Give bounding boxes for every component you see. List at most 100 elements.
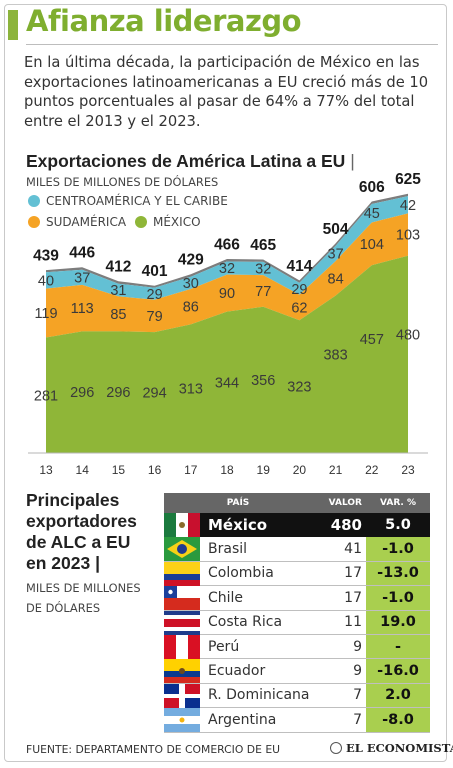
x-tick-label: 14 bbox=[76, 463, 90, 477]
data-label-sudamerica: 85 bbox=[110, 307, 126, 323]
data-label-mexico: 480 bbox=[396, 327, 420, 343]
series-area-sudamerica bbox=[46, 213, 408, 338]
colombia-flag-icon bbox=[164, 561, 200, 586]
table-unit-label: MILES DE MILLONES DE DÓLARES bbox=[26, 578, 141, 618]
x-tick-label: 17 bbox=[184, 463, 198, 477]
export-value: 41 bbox=[344, 541, 362, 558]
ecuador-flag-icon bbox=[164, 659, 200, 684]
data-label-sudamerica: 103 bbox=[396, 228, 420, 244]
export-value: 7 bbox=[353, 711, 362, 728]
header-country: PAÍS bbox=[226, 498, 250, 508]
intro-line: exportaciones latinoamericanas a EU crec… bbox=[24, 73, 429, 91]
table-row: México 480 5.0 bbox=[164, 513, 430, 538]
chart-unit-label: MILES DE MILLONES DE DÓLARES bbox=[26, 175, 219, 189]
x-tick-label: 22 bbox=[365, 463, 379, 477]
chart-title: Exportaciones de América Latina a EU | bbox=[26, 151, 355, 171]
data-label-centroamerica: 32 bbox=[219, 261, 235, 277]
brand-logo: EL ECONOMISTA bbox=[330, 741, 453, 755]
intro-line: entre el 2013 y el 2023. bbox=[24, 112, 201, 130]
table-body: México 480 5.0 Brasil 41 -1.0 Colombia 17 -13.0 C… bbox=[164, 513, 430, 733]
table-row: Ecuador 9 -16.0 bbox=[164, 659, 430, 684]
export-value: 17 bbox=[344, 565, 362, 582]
page-title: Afianza liderazgo bbox=[26, 4, 302, 38]
total-label: 414 bbox=[286, 258, 312, 275]
change-percent: -8.0 bbox=[366, 708, 430, 732]
table-row: Chile 17 -1.0 bbox=[164, 586, 430, 611]
total-label: 429 bbox=[178, 252, 204, 269]
data-label-mexico: 313 bbox=[179, 382, 203, 398]
data-label-centroamerica: 42 bbox=[400, 198, 416, 214]
x-tick-label: 23 bbox=[401, 463, 415, 477]
export-value: 17 bbox=[344, 589, 362, 606]
change-percent: -1.0 bbox=[366, 586, 430, 610]
table-unit-line: DE DÓLARES bbox=[26, 601, 101, 615]
data-label-sudamerica: 119 bbox=[34, 306, 57, 322]
change-percent: 2.0 bbox=[366, 683, 430, 708]
series-area-mexico bbox=[46, 255, 408, 453]
x-tick-label: 13 bbox=[39, 463, 53, 477]
table-unit-line: MILES DE MILLONES bbox=[26, 581, 141, 595]
country-name: Brasil bbox=[208, 541, 248, 558]
exporters-table: PAÍS VALOR VAR. % México 480 5.0 Brasil 41 -1… bbox=[164, 493, 430, 733]
table-row: Brasil 41 -1.0 bbox=[164, 537, 430, 562]
change-percent: -1.0 bbox=[366, 537, 430, 561]
peru-flag-icon bbox=[164, 634, 200, 659]
legend-label: MÉXICO bbox=[153, 215, 201, 229]
table-row: Costa Rica 11 19.0 bbox=[164, 610, 430, 635]
change-percent: - bbox=[366, 634, 430, 659]
legend-item-sudamerica: SUDAMÉRICA bbox=[28, 215, 126, 229]
country-name: Chile bbox=[208, 589, 244, 606]
table-header-row: PAÍS VALOR VAR. % bbox=[164, 493, 430, 513]
table-row: Argentina 7 -8.0 bbox=[164, 708, 430, 733]
total-band bbox=[46, 193, 408, 288]
total-label: 439 bbox=[33, 248, 59, 265]
legend-swatch bbox=[28, 216, 40, 228]
data-label-sudamerica: 104 bbox=[360, 237, 384, 253]
country-name: Colombia bbox=[208, 565, 274, 582]
country-name: Argentina bbox=[208, 711, 277, 728]
title-divider bbox=[26, 44, 438, 45]
data-label-mexico: 457 bbox=[360, 332, 384, 348]
legend-label: SUDAMÉRICA bbox=[46, 215, 127, 229]
data-label-centroamerica: 45 bbox=[364, 206, 380, 222]
data-label-sudamerica: 90 bbox=[219, 286, 235, 302]
total-label: 465 bbox=[250, 237, 276, 254]
header-change: VAR. % bbox=[380, 498, 416, 508]
intro-text: En la última década, la participación de… bbox=[24, 53, 434, 131]
total-label: 606 bbox=[359, 179, 385, 196]
data-label-mexico: 356 bbox=[251, 373, 275, 389]
change-percent: -13.0 bbox=[366, 561, 430, 586]
data-label-centroamerica: 30 bbox=[183, 276, 199, 292]
country-name: R. Dominicana bbox=[208, 687, 310, 704]
brand-name: EL ECONOMISTA bbox=[346, 741, 453, 755]
total-label: 412 bbox=[105, 259, 131, 276]
total-label: 466 bbox=[214, 237, 240, 254]
total-label: 401 bbox=[142, 263, 168, 280]
table-title-line: de ALC a EU bbox=[26, 532, 131, 552]
total-label: 446 bbox=[69, 245, 95, 262]
data-label-centroamerica: 37 bbox=[74, 270, 90, 286]
table-row: Perú 9- bbox=[164, 634, 430, 660]
x-tick-label: 21 bbox=[329, 463, 343, 477]
intro-line: puntos porcentuales al pasar de 64% a 77… bbox=[24, 93, 415, 110]
chart-title-text: Exportaciones de América Latina a EU bbox=[26, 151, 346, 171]
export-value: 480 bbox=[330, 516, 362, 535]
data-label-mexico: 296 bbox=[106, 385, 130, 401]
legend-item-mexico: MÉXICO bbox=[135, 215, 201, 229]
data-label-sudamerica: 86 bbox=[183, 300, 199, 316]
x-tick-label: 19 bbox=[257, 463, 271, 477]
table-title-line: exportadores bbox=[26, 511, 137, 531]
country-name: Costa Rica bbox=[208, 614, 283, 631]
total-label: 625 bbox=[395, 171, 421, 188]
export-value: 9 bbox=[353, 663, 362, 680]
country-name: Perú bbox=[208, 638, 240, 655]
data-label-mexico: 281 bbox=[34, 388, 58, 404]
costa-rica-flag-icon bbox=[164, 610, 200, 635]
x-tick-label: 20 bbox=[293, 463, 307, 477]
legend-item-centroamerica: CENTROAMÉRICA Y EL CARIBE bbox=[28, 194, 228, 208]
data-label-sudamerica: 84 bbox=[328, 271, 344, 287]
export-value: 7 bbox=[353, 687, 362, 704]
data-label-centroamerica: 40 bbox=[38, 273, 54, 289]
country-name: Ecuador bbox=[208, 663, 266, 680]
data-label-sudamerica: 113 bbox=[71, 301, 94, 317]
